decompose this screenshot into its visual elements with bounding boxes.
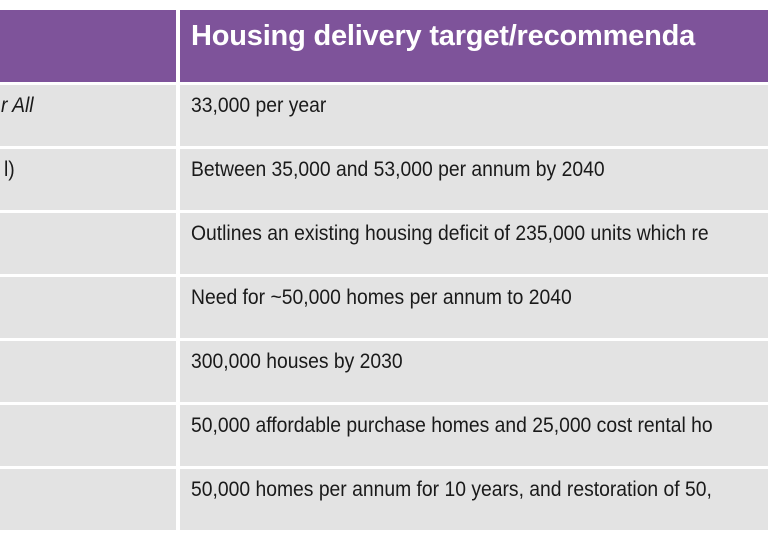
row-target-cell: Need for ~50,000 homes per annum to 2040 — [180, 277, 768, 338]
row-source-cell — [0, 277, 176, 338]
table-row: 50,000 affordable purchase homes and 25,… — [0, 405, 768, 466]
row-target-text: Between 35,000 and 53,000 per annum by 2… — [191, 158, 605, 181]
row-source-cell — [0, 405, 176, 466]
row-source-cell: r All — [0, 85, 176, 146]
row-target-cell: 50,000 homes per annum for 10 years, and… — [180, 469, 768, 530]
row-target-text: 50,000 homes per annum for 10 years, and… — [191, 478, 712, 501]
table-row: Need for ~50,000 homes per annum to 2040 — [0, 277, 768, 338]
row-target-text: 33,000 per year — [191, 94, 327, 117]
row-source-text: l) — [4, 158, 16, 181]
header-cell-target: Housing delivery target/recommenda — [180, 10, 768, 82]
table-row: Outlines an existing housing deficit of … — [0, 213, 768, 274]
row-source-text: r All — [0, 94, 34, 117]
row-target-cell: Outlines an existing housing deficit of … — [180, 213, 768, 274]
row-target-cell: 50,000 affordable purchase homes and 25,… — [180, 405, 768, 466]
row-source-cell — [0, 469, 176, 530]
row-source-cell — [0, 341, 176, 402]
row-source-cell: l) — [0, 149, 176, 210]
row-target-cell: 300,000 houses by 2030 — [180, 341, 768, 402]
row-target-cell: Between 35,000 and 53,000 per annum by 2… — [180, 149, 768, 210]
row-target-text: 300,000 houses by 2030 — [191, 350, 403, 373]
table-row: r All 33,000 per year — [0, 85, 768, 146]
header-cell-source — [0, 10, 176, 82]
table-header: Housing delivery target/recommenda — [0, 10, 768, 82]
table-row: 50,000 homes per annum for 10 years, and… — [0, 469, 768, 530]
row-target-text: Need for ~50,000 homes per annum to 2040 — [191, 286, 572, 309]
row-source-cell — [0, 213, 176, 274]
row-target-text: 50,000 affordable purchase homes and 25,… — [191, 414, 713, 437]
header-label-target: Housing delivery target/recommenda — [191, 20, 696, 52]
row-target-cell: 33,000 per year — [180, 85, 768, 146]
housing-table: Housing delivery target/recommenda r All… — [0, 10, 768, 533]
table-row: l) Between 35,000 and 53,000 per annum b… — [0, 149, 768, 210]
table-row: 300,000 houses by 2030 — [0, 341, 768, 402]
row-target-text: Outlines an existing housing deficit of … — [191, 222, 709, 245]
